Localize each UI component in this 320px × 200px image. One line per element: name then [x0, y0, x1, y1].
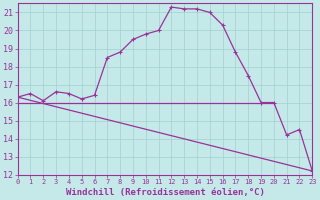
X-axis label: Windchill (Refroidissement éolien,°C): Windchill (Refroidissement éolien,°C) — [66, 188, 264, 197]
